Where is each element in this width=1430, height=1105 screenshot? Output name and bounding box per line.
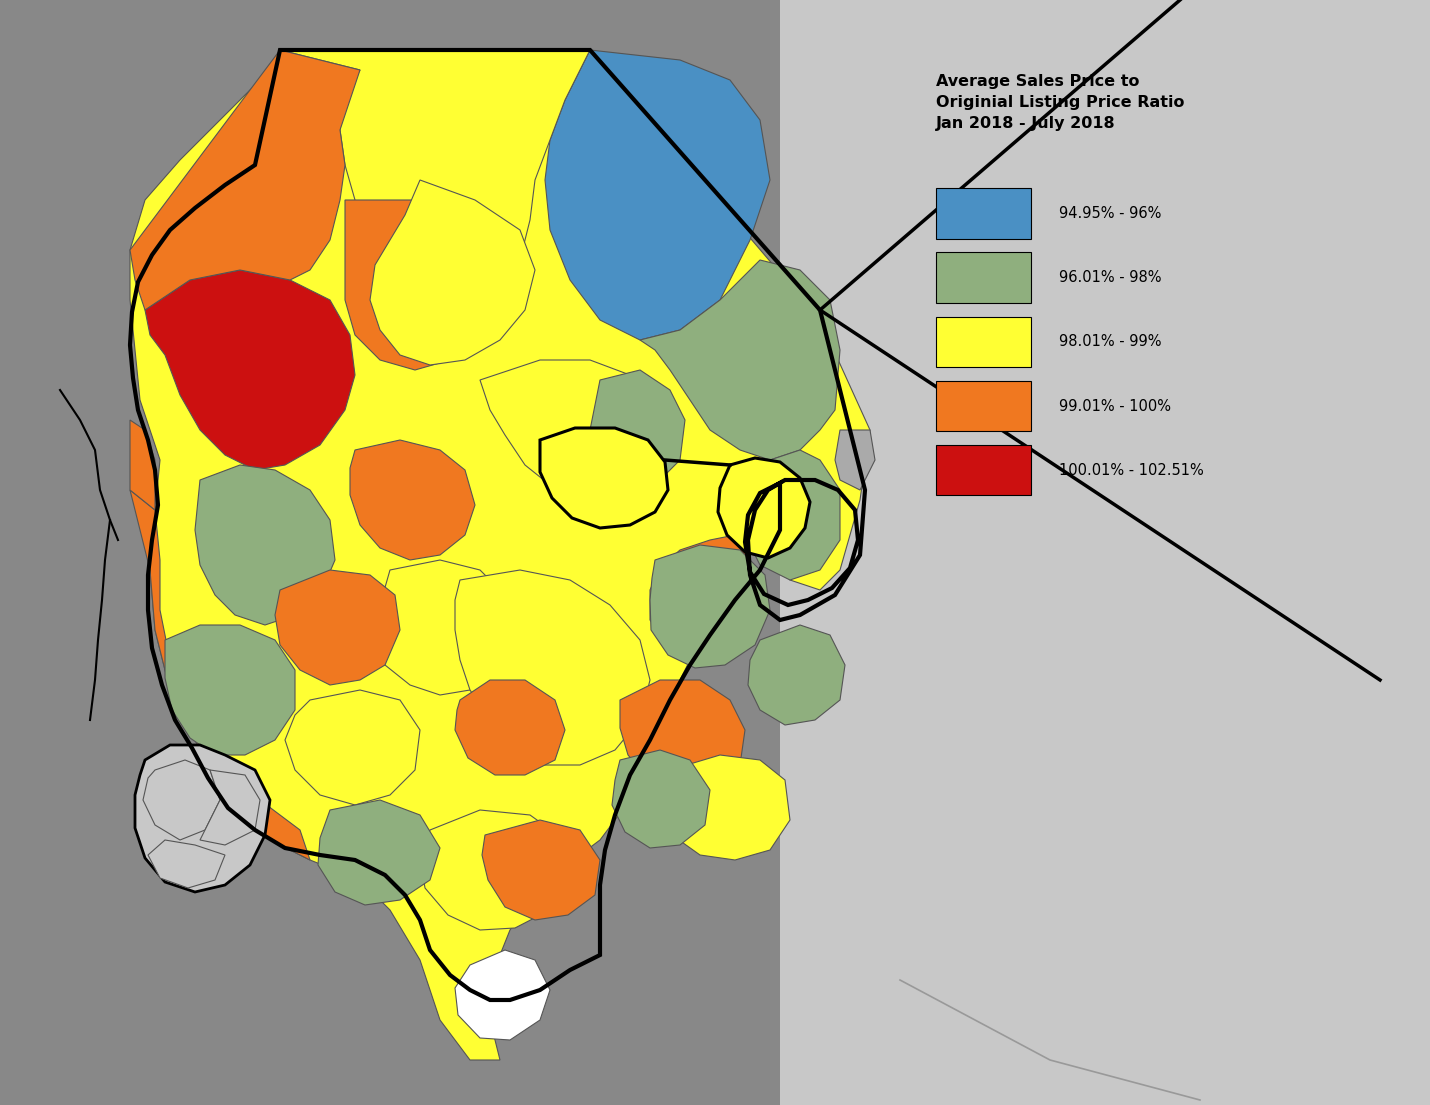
Text: 96.01% - 98%: 96.01% - 98% — [1060, 270, 1161, 285]
Polygon shape — [134, 745, 270, 892]
Polygon shape — [651, 530, 759, 640]
Polygon shape — [143, 760, 220, 840]
Polygon shape — [480, 360, 655, 495]
Polygon shape — [455, 570, 651, 765]
Polygon shape — [661, 755, 789, 860]
Polygon shape — [455, 680, 565, 775]
Polygon shape — [144, 270, 355, 470]
Polygon shape — [641, 260, 839, 460]
Polygon shape — [147, 840, 225, 888]
Polygon shape — [130, 420, 154, 511]
Bar — [937, 317, 1031, 367]
Polygon shape — [285, 690, 420, 806]
Polygon shape — [164, 625, 295, 755]
Polygon shape — [130, 50, 869, 1060]
Polygon shape — [545, 50, 769, 340]
Polygon shape — [651, 545, 769, 669]
Polygon shape — [350, 440, 475, 560]
Polygon shape — [621, 680, 745, 790]
Polygon shape — [541, 428, 668, 528]
Polygon shape — [455, 950, 551, 1040]
Polygon shape — [749, 450, 839, 580]
Text: 98.01% - 99%: 98.01% - 99% — [1060, 335, 1161, 349]
Polygon shape — [280, 50, 591, 299]
Text: 99.01% - 100%: 99.01% - 100% — [1060, 399, 1171, 413]
Text: Average Sales Price to
Originial Listing Price Ratio
Jan 2018 - July 2018: Average Sales Price to Originial Listing… — [937, 74, 1185, 130]
Bar — [937, 381, 1031, 431]
Polygon shape — [779, 0, 1430, 1105]
Polygon shape — [591, 370, 685, 490]
Bar — [937, 188, 1031, 239]
Polygon shape — [420, 810, 571, 930]
Polygon shape — [130, 490, 310, 860]
Polygon shape — [370, 180, 535, 365]
Polygon shape — [612, 750, 711, 848]
Text: 100.01% - 102.51%: 100.01% - 102.51% — [1060, 463, 1204, 477]
Polygon shape — [748, 625, 845, 725]
Polygon shape — [317, 800, 440, 905]
Polygon shape — [482, 820, 601, 920]
Text: 94.95% - 96%: 94.95% - 96% — [1060, 206, 1161, 221]
Polygon shape — [130, 50, 360, 311]
Polygon shape — [375, 560, 515, 695]
Polygon shape — [194, 465, 335, 625]
Polygon shape — [718, 457, 809, 558]
Polygon shape — [200, 770, 260, 845]
Polygon shape — [275, 570, 400, 685]
Polygon shape — [345, 200, 500, 370]
Bar — [937, 445, 1031, 495]
Polygon shape — [835, 430, 875, 490]
Bar — [937, 252, 1031, 303]
